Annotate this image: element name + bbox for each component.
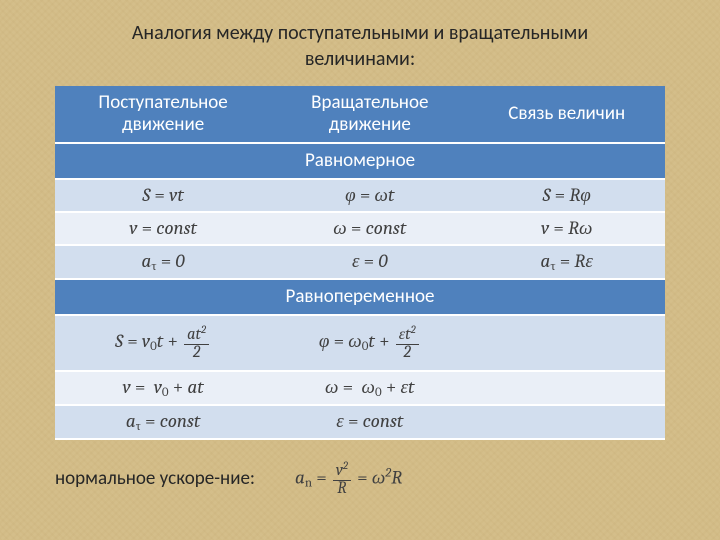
formula: v = const <box>129 217 197 239</box>
formula: ω = const <box>333 217 406 239</box>
formula: aτ = 0 <box>142 250 185 272</box>
table-row: S = vt φ = ωt S = Rφ <box>55 179 665 212</box>
col2-header: Вращательное движение <box>271 86 468 143</box>
formula: S = Rφ <box>543 184 591 206</box>
formula: aτ = const <box>126 410 201 432</box>
table-row: S = v0t + at22 φ = ω0t + εt22 <box>55 315 665 371</box>
table-row: aτ = 0 ε = 0 aτ = Rε <box>55 245 665 279</box>
formula: ω = ω0 + εt <box>325 376 414 398</box>
table-row: aτ = const ε = const <box>55 405 665 439</box>
title-line-1: Аналогия между поступательными и вращате… <box>132 21 588 45</box>
formula: ε = const <box>336 410 403 432</box>
bottom-note: нормальное ускоре-ние: an = v2R = ω2R <box>55 460 665 498</box>
bottom-formula: an = v2R = ω2R <box>295 460 402 498</box>
formula: φ = ωt <box>345 184 394 206</box>
formula: aτ = Rε <box>541 250 593 272</box>
section2-header: Равнопеременное <box>55 279 665 315</box>
formula: v = Rω <box>541 217 592 239</box>
formula: S = v0t + at22 <box>115 330 211 352</box>
formula: ε = 0 <box>352 250 388 272</box>
header-row: Поступательное движение Вращательное дви… <box>55 86 665 143</box>
table-row: v = v0 + at ω = ω0 + εt <box>55 371 665 405</box>
bottom-label: нормальное ускоре-ние: <box>55 467 295 490</box>
section1-header: Равномерное <box>55 143 665 179</box>
analogy-table: Поступательное движение Вращательное дви… <box>55 86 665 440</box>
table-row: v = const ω = const v = Rω <box>55 212 665 245</box>
formula: φ = ω0t + εt22 <box>319 330 421 352</box>
col3-header: Связь величин <box>468 86 665 143</box>
formula: S = vt <box>142 184 183 206</box>
title-line-2: величинами: <box>305 47 415 71</box>
page-title: Аналогия между поступательными и вращате… <box>55 20 665 72</box>
col1-header: Поступательное движение <box>55 86 271 143</box>
formula: v = v0 + at <box>122 376 203 398</box>
